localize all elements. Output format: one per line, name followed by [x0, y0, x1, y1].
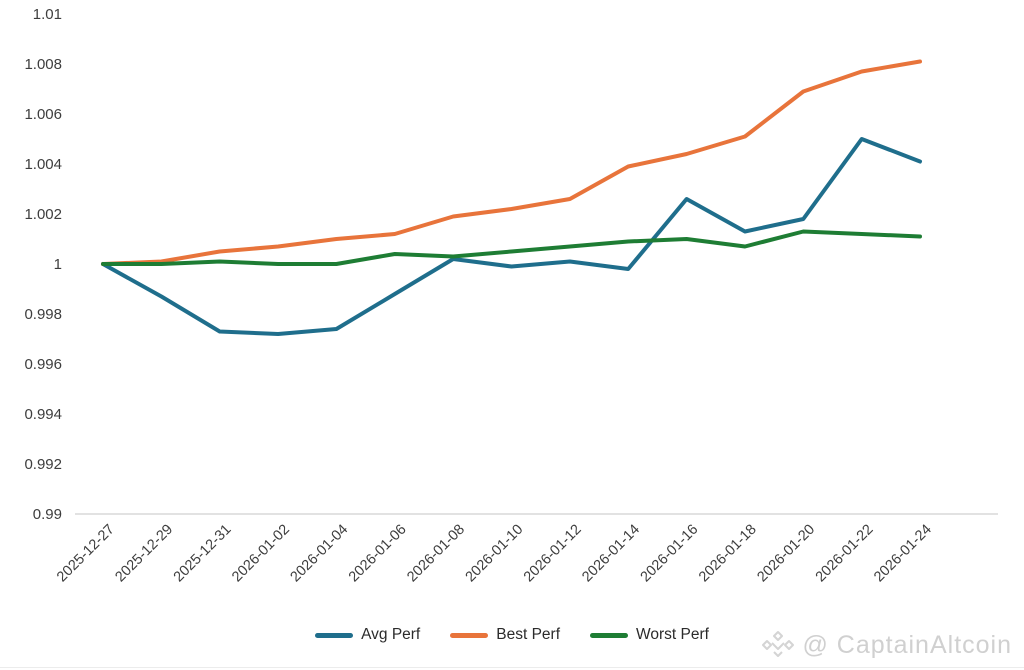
legend-label-best-perf: Best Perf: [496, 626, 560, 643]
x-tick-label: 2026-01-16: [638, 522, 702, 586]
x-tick-label: 2026-01-24: [871, 522, 935, 586]
x-tick-label: 2026-01-08: [404, 522, 468, 586]
avg-perf-line-swatch: [315, 632, 354, 638]
chart-legend: Avg Perf Best Perf Worst Perf: [0, 626, 1024, 644]
y-tick-label: 0.99: [33, 506, 62, 523]
x-tick-label: 2026-01-04: [288, 522, 352, 586]
legend-item-worst-perf: Worst Perf: [590, 626, 709, 644]
x-tick-label: 2026-01-20: [754, 522, 818, 586]
y-tick-label: 1: [54, 256, 62, 273]
x-tick-label: 2026-01-18: [696, 522, 760, 586]
legend-label-worst-perf: Worst Perf: [636, 626, 709, 643]
bottom-divider: [0, 667, 1024, 668]
series-line-avg-perf: [101, 137, 922, 336]
y-tick-label: 0.992: [24, 456, 62, 473]
y-tick-label: 0.996: [24, 356, 62, 373]
y-tick-label: 1.008: [24, 56, 62, 73]
x-tick-label: 2025-12-31: [171, 522, 235, 586]
watermark-text: @ CaptainAltcoin: [802, 630, 1012, 659]
x-tick-label: 2025-12-27: [54, 522, 118, 586]
legend-item-avg-perf: Avg Perf: [315, 626, 420, 644]
y-tick-label: 1.006: [24, 106, 62, 123]
x-tick-label: 2026-01-22: [813, 522, 877, 586]
x-tick-label: 2026-01-10: [463, 522, 527, 586]
y-tick-label: 0.994: [24, 406, 62, 423]
watermark: @ CaptainAltcoin: [761, 630, 1012, 660]
x-tick-label: 2026-01-12: [521, 522, 585, 586]
legend-item-best-perf: Best Perf: [450, 626, 560, 644]
y-tick-label: 1.002: [24, 206, 62, 223]
captainaltcoin-logo-icon: [762, 631, 795, 657]
series-line-worst-perf: [101, 229, 922, 266]
best-perf-line-swatch: [450, 632, 489, 638]
x-tick-label: 2025-12-29: [112, 522, 176, 586]
x-tick-label: 2026-01-06: [346, 522, 410, 586]
series-line-best-perf: [101, 59, 922, 266]
y-tick-label: 0.998: [24, 306, 62, 323]
y-tick-label: 1.004: [24, 156, 62, 173]
legend-label-avg-perf: Avg Perf: [361, 626, 421, 643]
x-tick-label: 2026-01-14: [579, 522, 643, 586]
worst-perf-line-swatch: [590, 632, 628, 638]
x-tick-label: 2026-01-02: [229, 522, 293, 586]
y-tick-label: 1.01: [33, 6, 62, 23]
